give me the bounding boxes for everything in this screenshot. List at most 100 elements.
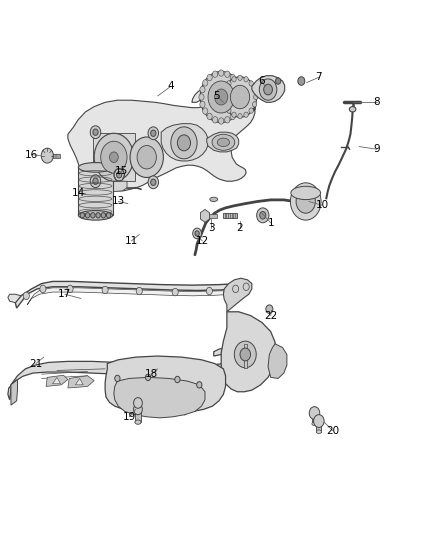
Circle shape xyxy=(41,148,53,163)
Polygon shape xyxy=(207,132,239,152)
Circle shape xyxy=(249,81,253,86)
Circle shape xyxy=(219,118,224,124)
Circle shape xyxy=(200,86,205,93)
Text: 10: 10 xyxy=(315,200,328,210)
Polygon shape xyxy=(161,124,208,161)
Circle shape xyxy=(264,84,272,95)
Circle shape xyxy=(260,212,266,219)
Circle shape xyxy=(148,176,159,189)
Circle shape xyxy=(223,87,228,92)
Text: 15: 15 xyxy=(115,166,128,175)
Bar xyxy=(312,413,317,424)
Circle shape xyxy=(244,77,248,82)
Circle shape xyxy=(93,129,98,135)
Circle shape xyxy=(252,87,257,92)
Circle shape xyxy=(230,85,250,109)
Circle shape xyxy=(234,341,256,368)
Text: 11: 11 xyxy=(125,236,138,246)
Ellipse shape xyxy=(210,197,218,201)
Circle shape xyxy=(223,77,257,117)
Circle shape xyxy=(93,178,98,184)
Circle shape xyxy=(234,108,240,114)
Circle shape xyxy=(208,81,234,113)
Circle shape xyxy=(296,190,315,213)
Circle shape xyxy=(172,288,178,296)
Circle shape xyxy=(90,175,101,188)
Circle shape xyxy=(137,146,156,169)
Circle shape xyxy=(175,376,180,383)
Polygon shape xyxy=(68,376,94,388)
Circle shape xyxy=(85,213,90,218)
Text: 6: 6 xyxy=(258,76,265,86)
Circle shape xyxy=(67,285,73,293)
Circle shape xyxy=(240,348,251,361)
Circle shape xyxy=(232,112,236,117)
Circle shape xyxy=(233,285,239,293)
Circle shape xyxy=(237,86,243,93)
Circle shape xyxy=(193,228,201,239)
Polygon shape xyxy=(94,181,127,192)
Circle shape xyxy=(110,152,118,163)
Circle shape xyxy=(309,407,320,419)
Bar xyxy=(53,154,60,158)
Circle shape xyxy=(298,77,305,85)
Circle shape xyxy=(238,75,242,80)
Circle shape xyxy=(227,108,231,113)
Polygon shape xyxy=(223,278,252,312)
Circle shape xyxy=(252,102,257,107)
Ellipse shape xyxy=(78,163,113,172)
Circle shape xyxy=(222,94,226,100)
Circle shape xyxy=(207,75,212,81)
Polygon shape xyxy=(105,356,226,413)
Text: 19: 19 xyxy=(123,412,136,422)
Circle shape xyxy=(203,108,208,114)
Text: 17: 17 xyxy=(58,289,71,299)
Circle shape xyxy=(249,108,253,113)
Text: 1: 1 xyxy=(267,218,274,228)
Circle shape xyxy=(91,213,95,218)
Text: 3: 3 xyxy=(208,223,215,233)
Polygon shape xyxy=(252,76,285,102)
Circle shape xyxy=(225,117,230,123)
Bar xyxy=(208,214,217,218)
Circle shape xyxy=(145,374,151,381)
Circle shape xyxy=(207,113,212,119)
Circle shape xyxy=(225,71,230,77)
Circle shape xyxy=(96,213,100,218)
Circle shape xyxy=(195,231,199,236)
Polygon shape xyxy=(53,377,60,384)
Circle shape xyxy=(244,112,248,117)
Polygon shape xyxy=(46,375,68,386)
Text: 21: 21 xyxy=(29,359,42,368)
Text: 22: 22 xyxy=(264,311,277,320)
Polygon shape xyxy=(221,312,276,392)
Circle shape xyxy=(106,213,111,218)
Circle shape xyxy=(219,70,224,76)
Circle shape xyxy=(80,213,85,218)
Polygon shape xyxy=(93,133,135,181)
Circle shape xyxy=(259,79,277,100)
Circle shape xyxy=(212,71,218,77)
Circle shape xyxy=(136,287,142,295)
Polygon shape xyxy=(11,379,18,405)
Circle shape xyxy=(114,168,124,181)
Ellipse shape xyxy=(350,107,356,112)
Polygon shape xyxy=(27,288,244,305)
Bar xyxy=(316,421,321,432)
Ellipse shape xyxy=(212,134,235,150)
Ellipse shape xyxy=(78,211,113,220)
Circle shape xyxy=(227,81,231,86)
Polygon shape xyxy=(8,348,240,400)
Circle shape xyxy=(257,208,269,223)
Circle shape xyxy=(101,213,106,218)
Circle shape xyxy=(237,101,243,108)
Text: 18: 18 xyxy=(145,369,158,379)
Circle shape xyxy=(290,183,321,220)
Polygon shape xyxy=(114,377,205,418)
Text: 20: 20 xyxy=(326,426,339,435)
Polygon shape xyxy=(8,294,21,303)
Circle shape xyxy=(130,137,163,177)
Circle shape xyxy=(117,172,122,178)
Circle shape xyxy=(243,283,249,290)
Circle shape xyxy=(276,78,281,84)
